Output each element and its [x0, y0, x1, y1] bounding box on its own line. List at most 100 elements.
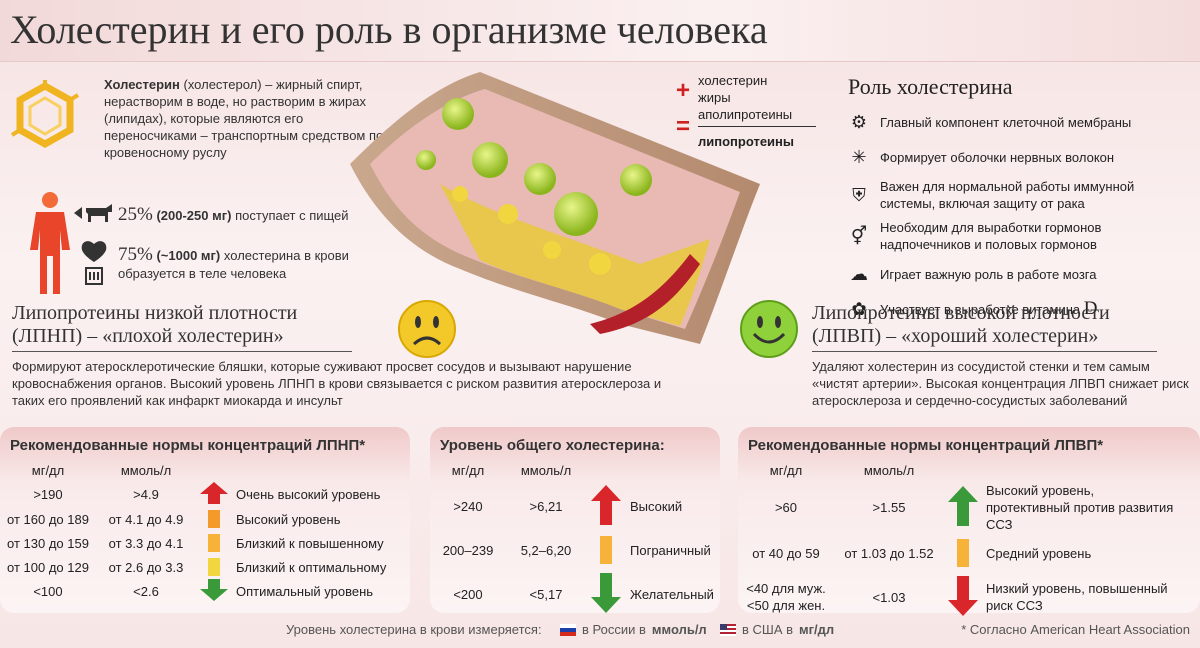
stat-diet: 25% (200-250 мг) поступает с пищей	[118, 204, 349, 226]
col-header-mg: мг/дл	[31, 462, 65, 478]
bar-orange-icon	[600, 536, 612, 564]
table-row: от 160 до 189 от 4.1 до 4.9 Высокий уров…	[0, 507, 390, 531]
definition-body: (холестерол) – жирный спирт, нерастворим…	[104, 77, 384, 160]
cell-label: Пограничный	[630, 542, 711, 558]
cell-mmol: <2.6	[133, 584, 159, 599]
brain-icon: ☁	[850, 263, 868, 284]
page-title: Холестерин и его роль в организме челове…	[10, 7, 768, 52]
role-item: ⚥ Необходим для выработки гормонов надпоч…	[848, 219, 1188, 253]
formula-item-fats: жиры	[698, 90, 731, 105]
table-row: >60 >1.55 Высокий уровень, протективный …	[738, 482, 1182, 533]
cell-mg: от 130 до 159	[7, 535, 89, 551]
table-row: <100 <2.6 Оптимальный уровень	[0, 579, 390, 604]
role-item: ☁ Играет важную роль в работе мозга	[848, 260, 1188, 288]
heart-organs-icon	[81, 241, 107, 285]
cell-mmol: от 3.3 до 4.1	[108, 535, 184, 551]
sad-face-icon	[398, 300, 456, 358]
table-row: <40 для муж. <50 для жен. <1.03 Низкий у…	[738, 573, 1182, 621]
cell-mmol: от 2.6 до 3.3	[108, 559, 184, 575]
russia-flag-icon	[560, 623, 576, 636]
ldl-heading: Липопротеины низкой плотности (ЛПНП) – «…	[12, 302, 352, 352]
cell-mmol: от 4.1 до 4.9	[108, 511, 184, 527]
role-item: ✿ Участвует в выработке витамина D	[848, 295, 1188, 323]
usa-flag-icon	[720, 623, 736, 636]
equals-sign: =	[676, 113, 691, 140]
cell-mg: <100	[33, 584, 63, 599]
role-title: Роль холестерина	[848, 74, 1013, 99]
role-item-text: Играет важную роль в работе мозга	[880, 266, 1097, 282]
table-row: >240 >6,21 Высокий	[430, 482, 718, 530]
hdl-table-title: Рекомендованные нормы концентраций ЛПВП*	[748, 437, 1104, 454]
cell-mg: от 160 до 189	[7, 511, 89, 527]
footer-usa-text: в США в	[742, 622, 794, 637]
stat-body-text: холестерина в крови образуется в теле че…	[118, 248, 349, 281]
formula-item-apolipoproteins: аполипротеины	[698, 106, 816, 127]
cell-mmol: >1.55	[872, 500, 906, 515]
header-banner: Холестерин и его роль в организме челове…	[0, 0, 1200, 62]
stat-body-amount: (~1000 мг)	[156, 248, 221, 263]
ldl-heading-line1: Липопротеины низкой плотности	[12, 302, 298, 324]
total-table: мг/дл ммоль/л >240 >6,21 Высокий 200–239…	[430, 458, 718, 618]
ldl-table-title: Рекомендованные нормы концентраций ЛПНП*	[10, 437, 366, 454]
cell-mg: от 40 до 59	[752, 545, 820, 561]
stat-diet-text: поступает с пищей	[235, 208, 349, 223]
stat-diet-amount: (200-250 мг)	[156, 208, 232, 223]
bar-yellow-icon	[208, 558, 220, 576]
bar-orange-icon	[957, 539, 969, 567]
cell-label: Низкий уровень, повышенный риск ССЗ	[986, 581, 1168, 613]
footer-usa-unit: мг/дл	[799, 622, 835, 637]
cell-mmol: 5,2–6,20	[520, 542, 572, 558]
definition-term: Холестерин	[104, 77, 180, 92]
table-row: от 130 до 159 от 3.3 до 4.1 Близкий к по…	[0, 531, 390, 555]
cell-mmol: <5,17	[529, 586, 563, 602]
col-header-mg: мг/дл	[769, 462, 803, 478]
happy-face-icon	[740, 300, 798, 358]
hdl-heading: Липопротеины высокой плотности (ЛПВП) – …	[812, 302, 1157, 352]
vitamin-d-letter: D	[1083, 298, 1098, 319]
footer-russia-unit: ммоль/л	[651, 622, 707, 637]
cell-label: Оптимальный уровень	[236, 584, 374, 599]
table-row: от 40 до 59 от 1.03 до 1.52 Средний уров…	[738, 533, 1182, 573]
hdl-description: Удаляют холестерин из сосудистой стенки …	[812, 359, 1189, 408]
human-body-icon	[30, 192, 70, 294]
cell-label: Высокий уровень, протективный против раз…	[986, 483, 1174, 532]
table-row: от 100 до 129 от 2.6 до 3.3 Близкий к оп…	[0, 555, 390, 579]
footer-russia: в России в ммоль/л	[560, 622, 707, 637]
cell-label: Высокий	[630, 498, 683, 514]
role-item-text: Важен для нормальной работы иммунной сис…	[880, 179, 1135, 211]
cell-label: Близкий к повышенному	[236, 535, 384, 551]
footer-source: * Согласно American Heart Association	[961, 622, 1190, 637]
cell-label: Высокий уровень	[236, 511, 341, 527]
col-header-mmol: ммоль/л	[120, 462, 172, 478]
bar-amber-icon	[208, 534, 220, 552]
stat-diet-pct: 25%	[118, 204, 153, 225]
total-table-title: Уровень общего холестерина:	[440, 437, 665, 454]
role-item: ✳ Формирует оболочки нервных волокон	[848, 143, 1188, 171]
cell-mg: >60	[774, 500, 798, 515]
cell-mmol: от 1.03 до 1.52	[844, 545, 934, 561]
col-header-mmol: ммоль/л	[863, 462, 915, 478]
cell-mg: 200–239	[442, 542, 494, 558]
footer-russia-text: в России в	[582, 622, 646, 637]
arrow-down-green-icon	[591, 572, 621, 613]
arrow-up-red-icon	[200, 482, 228, 504]
stat-body: 75% (~1000 мг) холестерина в крови образ…	[118, 245, 378, 283]
cell-label: Желательный	[630, 586, 714, 602]
arrow-up-red-icon	[591, 484, 621, 525]
col-header-mmol: ммоль/л	[520, 462, 572, 478]
blood-vessel-illustration	[350, 72, 760, 344]
cell-mmol: <1.03	[872, 589, 906, 605]
table-row: 200–239 5,2–6,20 Пограничный	[430, 530, 718, 570]
cell-label: Близкий к оптимальному	[236, 559, 387, 575]
total-cholesterol-panel: Уровень общего холестерина: мг/дл ммоль/…	[430, 427, 720, 613]
hdl-heading-line2: (ЛПВП) – «хороший холестерин»	[812, 325, 1157, 352]
neuron-icon: ✳	[851, 146, 867, 167]
formula-item-cholesterol: холестерин	[698, 73, 768, 88]
arrow-up-green-icon	[948, 486, 978, 526]
lipoprotein-formula: + = холестерин жиры аполипротеины липопр…	[676, 72, 816, 150]
cell-mmol: >4.9	[133, 487, 159, 502]
cell-mg: >240	[453, 498, 483, 514]
table-row: >190 >4.9 Очень высокий уровень	[0, 482, 390, 507]
hdl-table: мг/дл ммоль/л >60 >1.55 Высокий уровень,…	[738, 458, 1182, 621]
cell-mg: >190	[33, 487, 63, 502]
